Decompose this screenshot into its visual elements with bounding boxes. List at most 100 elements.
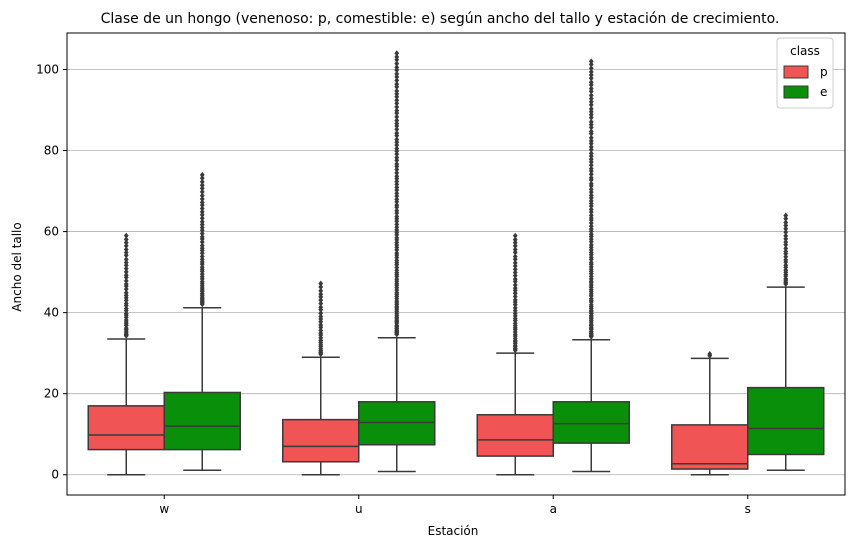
outlier-point — [588, 137, 594, 144]
box-p-s — [671, 357, 749, 476]
outlier-point — [394, 53, 400, 60]
box-iqr — [476, 414, 554, 457]
outlier-point — [588, 75, 594, 82]
outlier-point — [588, 223, 594, 230]
outlier-point — [783, 248, 789, 255]
outlier-point — [123, 259, 129, 266]
outlier-point — [123, 289, 129, 296]
y-axis: 0 20 40 60 80 100 — [36, 62, 67, 482]
outlier-point — [588, 95, 594, 102]
y-tick-label: 80 — [44, 144, 59, 158]
outlier-point — [588, 192, 594, 199]
outlier-point — [394, 126, 400, 133]
outliers-p-w — [123, 232, 129, 339]
outlier-point — [318, 284, 324, 291]
outlier-point — [199, 199, 205, 206]
outlier-point — [588, 105, 594, 112]
outlier-point — [512, 266, 518, 273]
outlier-point — [783, 235, 789, 242]
outlier-point — [394, 87, 400, 94]
outlier-point — [512, 246, 518, 253]
outlier-point — [588, 143, 594, 150]
outlier-point — [394, 173, 400, 180]
outlier-point — [783, 262, 789, 269]
outlier-point — [707, 350, 713, 357]
outlier-point — [394, 221, 400, 228]
outlier-point — [199, 171, 205, 178]
outlier-point — [783, 229, 789, 236]
outlier-point — [394, 97, 400, 104]
box-iqr — [671, 424, 749, 470]
box-p-w — [87, 338, 165, 476]
outlier-point — [783, 256, 789, 263]
outlier-point — [394, 145, 400, 152]
outliers-e-a — [588, 58, 594, 340]
outlier-point — [199, 178, 205, 185]
outlier-point — [783, 239, 789, 246]
outlier-point — [123, 277, 129, 284]
legend-title: class — [790, 44, 820, 58]
x-tick-label: w — [159, 502, 169, 516]
outliers-e-s — [783, 212, 789, 288]
outlier-point — [123, 300, 129, 307]
outlier-point — [123, 242, 129, 249]
y-axis-title: Ancho del tallo — [10, 222, 24, 311]
outlier-point — [588, 134, 594, 141]
outlier-point — [394, 213, 400, 220]
outlier-point — [394, 60, 400, 67]
outlier-point — [123, 256, 129, 263]
outlier-point — [783, 212, 789, 219]
outlier-point — [588, 85, 594, 92]
outlier-point — [588, 79, 594, 86]
outlier-point — [394, 202, 400, 209]
outlier-point — [512, 276, 518, 283]
outlier-point — [588, 162, 594, 169]
outlier-point — [123, 272, 129, 279]
outlier-point — [199, 253, 205, 260]
box-p-u — [282, 356, 360, 476]
outlier-point — [199, 196, 205, 203]
y-tick-label: 40 — [44, 306, 59, 320]
outlier-point — [783, 219, 789, 226]
outlier-point — [199, 233, 205, 240]
outlier-point — [588, 98, 594, 105]
outlier-point — [783, 245, 789, 252]
outlier-point — [588, 171, 594, 178]
outlier-point — [394, 169, 400, 176]
outlier-point — [588, 128, 594, 135]
y-tick-label: 0 — [51, 468, 59, 482]
outlier-point — [512, 293, 518, 300]
outlier-point — [394, 81, 400, 88]
outlier-point — [588, 68, 594, 75]
outlier-point — [318, 287, 324, 294]
legend-items: pe — [783, 65, 828, 99]
box-iqr — [358, 401, 436, 446]
outlier-point — [394, 136, 400, 143]
outlier-point — [588, 150, 594, 157]
box-iqr — [552, 401, 630, 444]
outlier-point — [512, 242, 518, 249]
outlier-point — [199, 185, 205, 192]
outlier-point — [318, 280, 324, 287]
outlier-point — [512, 253, 518, 260]
outlier-point — [394, 207, 400, 214]
outlier-point — [783, 232, 789, 239]
outlier-point — [394, 103, 400, 110]
x-axis-title: Estación — [428, 524, 479, 538]
outlier-point — [394, 100, 400, 107]
outliers-p-s — [707, 350, 713, 359]
outliers-e-w — [199, 171, 205, 308]
y-tick-label: 20 — [44, 387, 59, 401]
outlier-point — [512, 304, 518, 311]
outlier-point — [199, 182, 205, 189]
outlier-point — [512, 269, 518, 276]
outlier-point — [199, 215, 205, 222]
outlier-point — [588, 101, 594, 108]
legend-swatch-e — [783, 85, 809, 99]
outlier-point — [394, 196, 400, 203]
box-iqr — [163, 391, 241, 451]
outlier-point — [588, 65, 594, 72]
outlier-point — [123, 281, 129, 288]
outliers-p-a — [512, 232, 518, 354]
